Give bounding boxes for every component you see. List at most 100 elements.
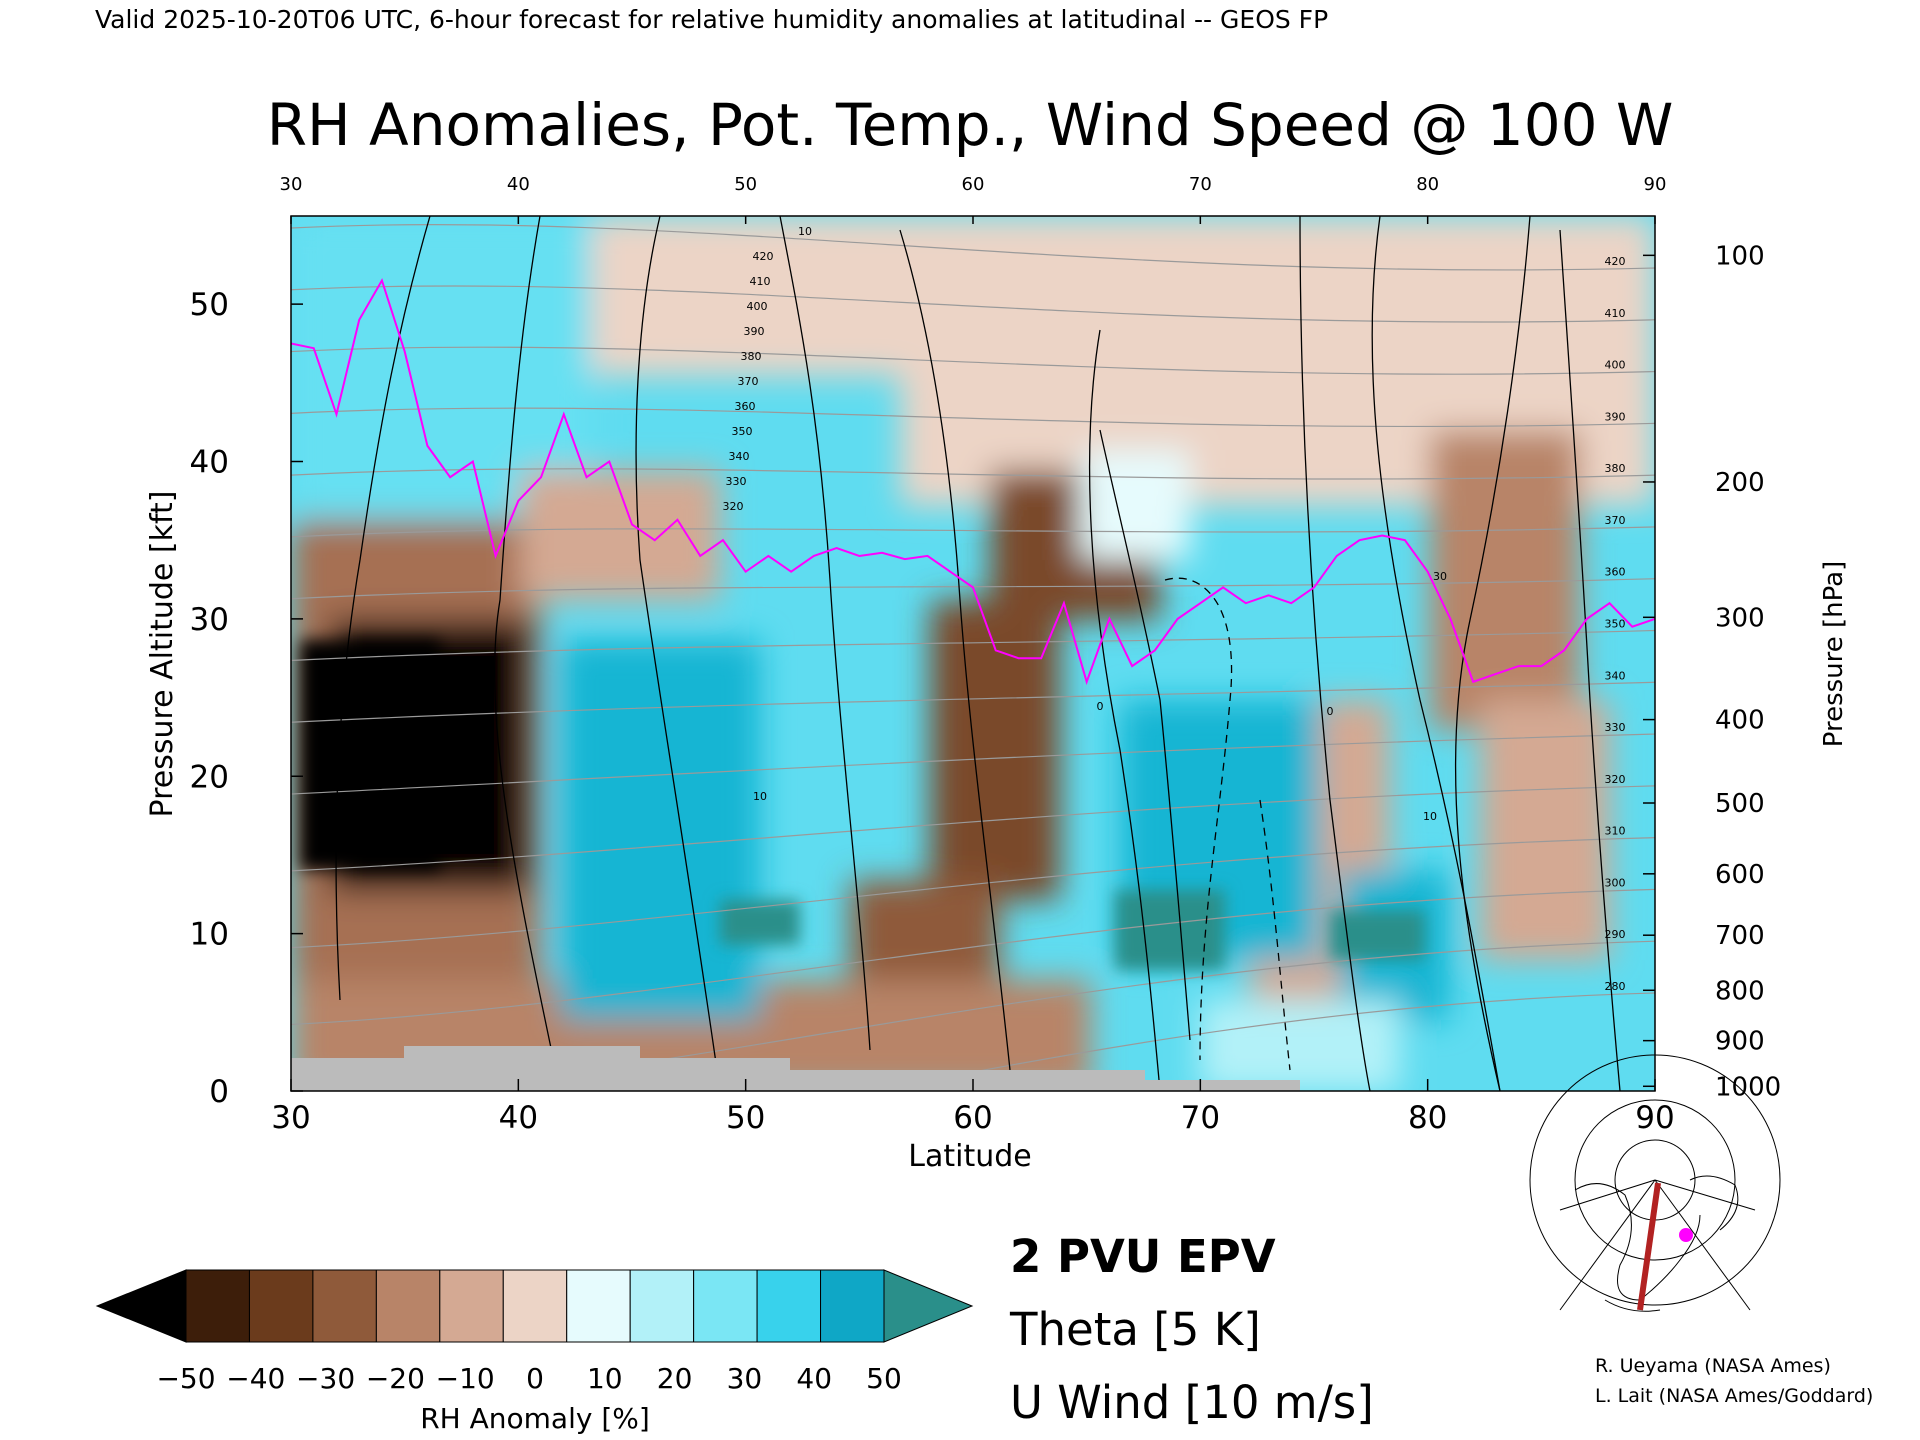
legend-theta: Theta [5 K]	[1009, 1303, 1261, 1356]
colorbar-tick-label: 40	[796, 1362, 832, 1395]
pressure-tick-label: 400	[1715, 706, 1765, 736]
x-tick-label: 40	[499, 1100, 538, 1136]
u-wind-contours: 30 10 10 30 10 0 0	[335, 216, 1621, 1091]
theta-label-inner: 400	[747, 300, 768, 313]
x-top-tick-label: 50	[734, 174, 757, 195]
x-tick-label: 70	[1181, 1100, 1220, 1136]
theta-contour	[291, 785, 1655, 872]
theta-contour	[291, 733, 1655, 795]
colorbar-swatch	[756, 1269, 822, 1343]
u-wind-label: 10	[1423, 810, 1437, 823]
colorbar-swatch	[693, 1269, 758, 1343]
colorbar-tick-label: −40	[226, 1362, 285, 1395]
colorbar-swatch	[820, 1269, 885, 1343]
theta-label: 390	[1605, 410, 1626, 423]
x-tick-label: 30	[271, 1100, 310, 1136]
theta-label: 420	[1605, 255, 1626, 268]
theta-label: 330	[1605, 721, 1626, 734]
pressure-tick-label: 900	[1715, 1027, 1765, 1057]
y-axis-label: Pressure Altitude [kft]	[145, 491, 180, 818]
y-tick-label: 20	[190, 759, 229, 795]
theta-label-inner: 370	[738, 375, 759, 388]
y-tick-label: 50	[190, 287, 229, 323]
x-tick-label: 80	[1408, 1100, 1447, 1136]
colorbar-tick-label: −50	[156, 1362, 215, 1395]
theta-label-inner: 350	[732, 425, 753, 438]
u-wind-contour	[1099, 429, 1191, 1041]
colorbar-swatch	[629, 1269, 695, 1343]
u-wind-contour	[494, 216, 561, 1091]
colorbar-swatch	[375, 1269, 441, 1343]
x-tick-label: 60	[953, 1100, 992, 1136]
chart-title: RH Anomalies, Pot. Temp., Wind Speed @ 1…	[267, 91, 1674, 159]
x-tick-label: 50	[726, 1100, 765, 1136]
x-top-tick-label: 40	[507, 174, 530, 195]
y-tick-label: 40	[190, 445, 229, 481]
theta-contour	[291, 888, 1655, 1026]
pressure-tick-label: 500	[1715, 789, 1765, 819]
terrain-mask	[291, 1046, 1300, 1091]
u-wind-contour	[1299, 216, 1371, 1091]
theta-label: 370	[1605, 514, 1626, 527]
y-tick-label: 0	[209, 1074, 229, 1110]
colorbar-swatch	[185, 1269, 250, 1343]
theta-label-inner: 410	[750, 275, 771, 288]
colorbar-swatch	[312, 1269, 377, 1343]
epv-2pvu-line	[291, 278, 1655, 686]
theta-label-inner: 420	[753, 250, 774, 263]
x-axis-label: Latitude	[908, 1139, 1031, 1174]
theta-contour	[291, 224, 1655, 271]
locator-map	[1529, 1054, 1781, 1315]
pressure-tick-label: 600	[1715, 860, 1765, 890]
theta-contour	[291, 578, 1655, 600]
theta-label: 300	[1605, 876, 1626, 889]
theta-contours: 4204104003903803703603503403303203103002…	[291, 224, 1655, 1091]
u-wind-contour	[635, 216, 721, 1091]
theta-label: 350	[1605, 618, 1626, 631]
theta-contour	[291, 681, 1655, 723]
colorbar-swatch	[566, 1269, 631, 1343]
colorbar-tick-label: 20	[657, 1362, 693, 1395]
theta-contour	[291, 346, 1655, 375]
pressure-tick-label: 700	[1715, 921, 1765, 951]
y-tick-label: 10	[190, 917, 229, 953]
x-top-tick-label: 30	[280, 174, 303, 195]
colorbar-tick-label: 0	[526, 1362, 544, 1395]
y2-axis-label: Pressure [hPa]	[1819, 561, 1849, 748]
colorbar-tick-label: −10	[436, 1362, 495, 1395]
pressure-tick-label: 100	[1715, 241, 1765, 271]
theta-contour	[291, 629, 1655, 662]
legend-epv: 2 PVU EPV	[1010, 1230, 1276, 1283]
x-top-tick-label: 70	[1189, 174, 1212, 195]
theta-label-inner: 320	[723, 500, 744, 513]
x-tick-label: 90	[1635, 1100, 1674, 1136]
colorbar-under-triangle	[95, 1269, 187, 1343]
theta-label: 290	[1605, 928, 1626, 941]
theta-label-inner: 360	[735, 400, 756, 413]
theta-label: 360	[1605, 566, 1626, 579]
y-tick-label: 30	[190, 602, 229, 638]
u-wind-label: 0	[1097, 700, 1104, 713]
colorbar: −50 −40 −30 −20 −10 0 10 20 30 40 50 RH Anomaly [%]	[95, 1269, 974, 1435]
colorbar-swatch	[248, 1269, 314, 1343]
x-top-tick-label: 90	[1644, 174, 1667, 195]
theta-label-inner: 340	[729, 450, 750, 463]
plot-area: 4204104003903803703603503403303203103002…	[291, 216, 1655, 1091]
theta-label-inner: 390	[744, 325, 765, 338]
theta-label: 320	[1605, 773, 1626, 786]
rh-extremes	[300, 640, 1425, 970]
pressure-tick-label: 300	[1715, 603, 1765, 633]
u-wind-contour-negative	[1164, 577, 1233, 1061]
u-wind-label: 0	[1327, 705, 1334, 718]
pressure-tick-label: 800	[1715, 976, 1765, 1006]
theta-contour	[291, 526, 1655, 538]
theta-contour	[291, 468, 1655, 480]
x-top-tick-label: 60	[962, 174, 985, 195]
colorbar-tick-label: 10	[587, 1362, 623, 1395]
colorbar-swatch	[502, 1269, 568, 1343]
u-wind-contour	[899, 229, 1011, 1071]
theta-label-inner: 330	[726, 475, 747, 488]
header-text: Valid 2025-10-20T06 UTC, 6-hour forecast…	[95, 5, 1328, 34]
colorbar-tick-label: −30	[296, 1362, 355, 1395]
